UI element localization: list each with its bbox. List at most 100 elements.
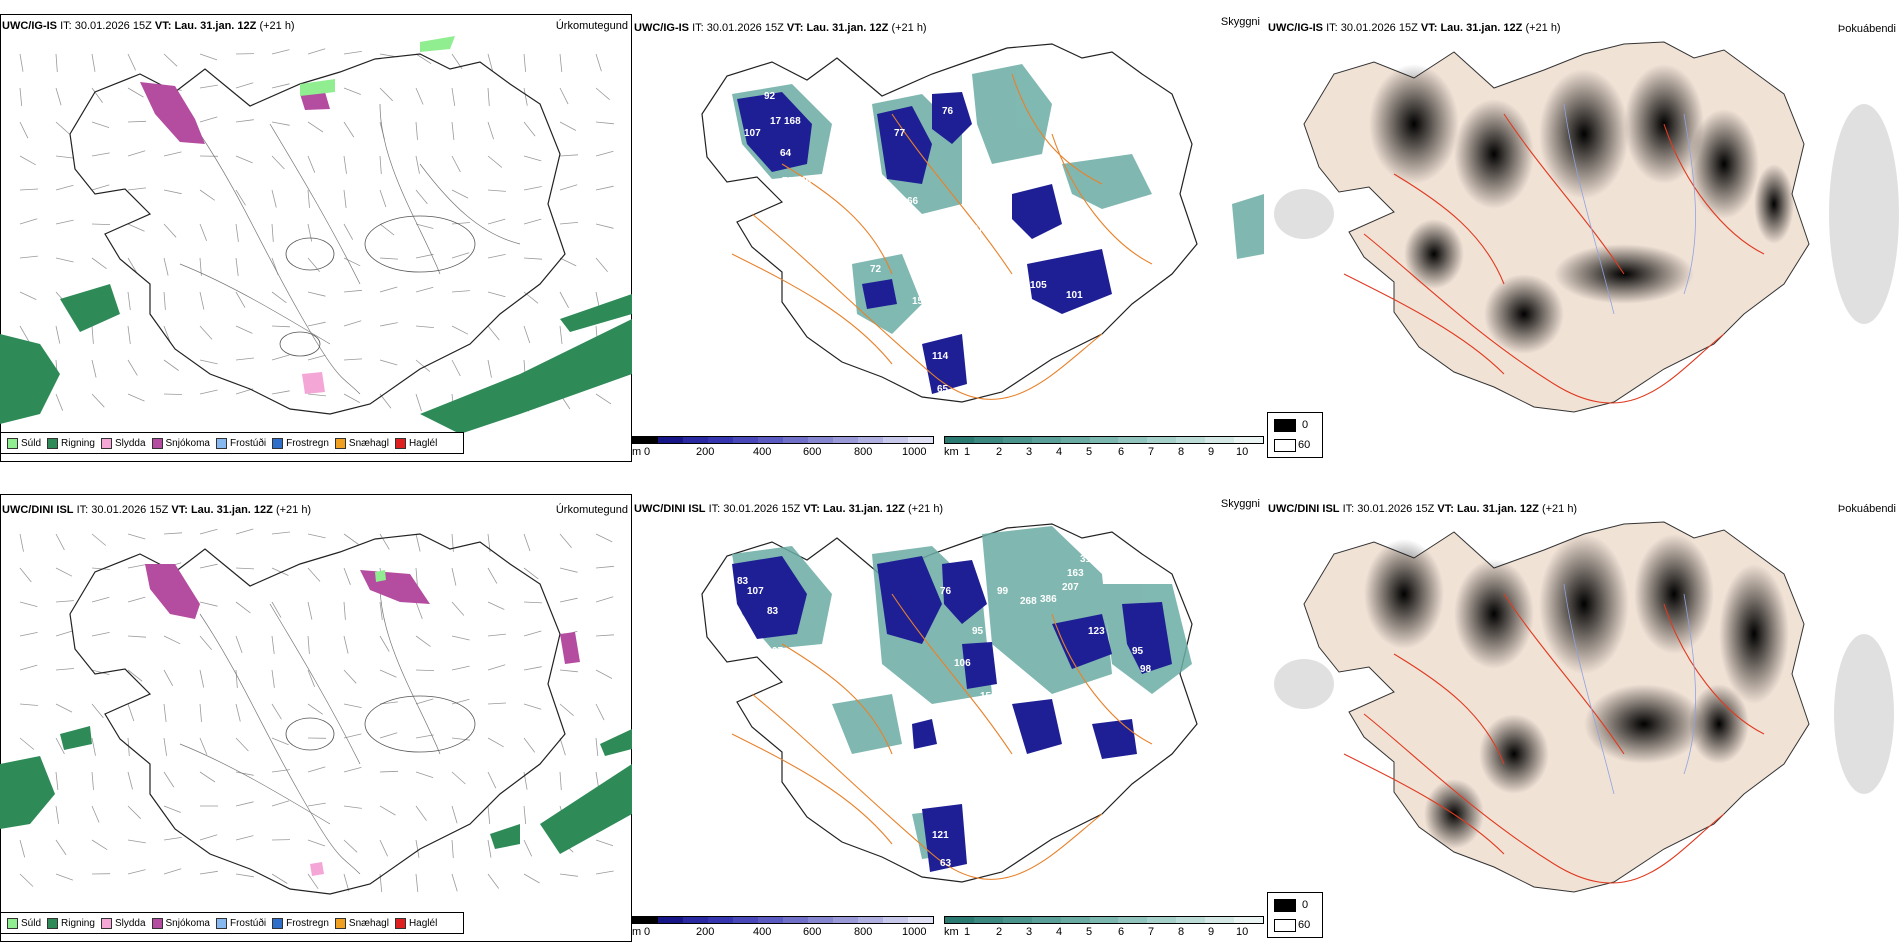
colorbar-tick: 2 bbox=[996, 926, 1003, 938]
fog-key-swatch-0 bbox=[1274, 419, 1296, 432]
colorbar-tick: 0 bbox=[644, 446, 651, 458]
wind-barb bbox=[55, 805, 60, 824]
wind-barb bbox=[343, 155, 347, 174]
colorbar-cell bbox=[1118, 437, 1148, 443]
colorbar-cell bbox=[883, 917, 908, 923]
fog-key-top: 0 60 bbox=[1267, 412, 1323, 458]
wind-barb bbox=[451, 252, 470, 259]
wind-barb bbox=[379, 286, 398, 293]
fog-panel-bottom: Þokuábendi bbox=[1264, 494, 1900, 942]
wind-barb bbox=[163, 325, 171, 343]
wind-barb bbox=[163, 393, 183, 395]
wind-barb bbox=[343, 320, 362, 327]
colorbar-tick: 600 bbox=[803, 926, 822, 938]
wind-barb bbox=[235, 737, 249, 752]
cloud-label: 121 bbox=[932, 830, 949, 841]
colorbar-cell bbox=[658, 917, 683, 923]
wind-barb bbox=[19, 839, 26, 858]
colorbar-tick: 200 bbox=[696, 446, 715, 458]
wind-barb bbox=[523, 601, 543, 604]
legend-swatch bbox=[151, 437, 163, 449]
wind-barb bbox=[199, 116, 218, 123]
wind-barb bbox=[19, 873, 34, 887]
wind-barb bbox=[19, 632, 38, 637]
lead-time: (+21 h) bbox=[1525, 22, 1561, 34]
panel-header: UWC/DINI ISL IT: 30.01.2026 15Z VT: Lau.… bbox=[634, 503, 943, 515]
cloud-label: 99 bbox=[997, 586, 1009, 597]
it-label: IT: bbox=[692, 22, 704, 34]
wind-barb bbox=[523, 805, 527, 824]
wind-barb bbox=[199, 669, 205, 688]
wind-barb bbox=[379, 359, 398, 366]
wind-barb bbox=[487, 218, 506, 225]
wind-barb bbox=[55, 630, 74, 637]
panel-header: UWC/DINI ISL IT: 30.01.2026 15Z VT: Lau.… bbox=[1268, 503, 1577, 515]
wind-barb bbox=[415, 873, 419, 892]
wind-barb bbox=[55, 257, 74, 263]
legend-swatch bbox=[272, 917, 284, 929]
it-value: 30.01.2026 15Z bbox=[723, 503, 801, 515]
wind-barb bbox=[235, 835, 254, 841]
panel-header: UWC/DINI ISL IT: 30.01.2026 15Z VT: Lau.… bbox=[2, 504, 311, 516]
fog-offshore-grey bbox=[1274, 634, 1894, 794]
wind-barb bbox=[163, 635, 181, 645]
colorbar-cell bbox=[973, 437, 1003, 443]
wind-barb bbox=[487, 254, 506, 259]
wind-barb bbox=[559, 567, 578, 573]
legend-swatch bbox=[394, 917, 406, 929]
legend-item-snjokoma: Snjókoma bbox=[151, 917, 210, 929]
rivers bbox=[1563, 583, 1696, 795]
it-label: IT: bbox=[1342, 503, 1355, 515]
precip-type-panel-top: UWC/IG-IS IT: 30.01.2026 15Z VT: Lau. 31… bbox=[0, 14, 632, 462]
wind-barb bbox=[487, 771, 497, 789]
wind-barb bbox=[163, 53, 178, 67]
cloud-label: 83 bbox=[767, 606, 779, 617]
wind-barb bbox=[595, 565, 614, 569]
wind-barb bbox=[451, 665, 470, 671]
wind-barb bbox=[523, 218, 542, 225]
wind-barb bbox=[199, 737, 208, 755]
colorbar-cell bbox=[1002, 437, 1032, 443]
roads bbox=[731, 593, 1153, 880]
wind-barb bbox=[415, 771, 434, 778]
wind-barb bbox=[91, 839, 108, 851]
wind-barb bbox=[163, 805, 181, 813]
cloud-label: 167 bbox=[1064, 762, 1081, 773]
wind-barb bbox=[307, 189, 310, 208]
wind-barb bbox=[307, 321, 326, 327]
wind-barb bbox=[595, 393, 612, 405]
wind-barb bbox=[19, 291, 37, 300]
wind-barb bbox=[343, 733, 362, 739]
legend-label: Rigning bbox=[61, 437, 95, 449]
wind-barb bbox=[415, 839, 420, 858]
wind-barb bbox=[307, 223, 313, 242]
wind-barb bbox=[415, 189, 428, 205]
wind-barb bbox=[523, 666, 542, 671]
wind-barb bbox=[451, 155, 461, 173]
legend-label: Frostúði bbox=[229, 917, 267, 929]
legend-label: Frostregn bbox=[286, 917, 329, 929]
colorbar-tick: 6 bbox=[1118, 446, 1125, 458]
legend-item-sud: Súld bbox=[7, 437, 41, 449]
wind-barb bbox=[595, 839, 614, 847]
cloud-label: 64 bbox=[780, 148, 792, 159]
legend-item-rigning: Rigning bbox=[47, 437, 95, 449]
wind-barb bbox=[91, 152, 110, 157]
colorbar-cell bbox=[783, 917, 808, 923]
wind-barb bbox=[235, 119, 254, 123]
colorbar-cell bbox=[908, 437, 933, 443]
wind-barb bbox=[343, 358, 363, 361]
it-label: IT: bbox=[1326, 22, 1338, 34]
wind-barb bbox=[19, 533, 24, 552]
wind-barb bbox=[559, 325, 563, 344]
wind-barb bbox=[523, 186, 542, 191]
dark-cloud-areas bbox=[737, 92, 1112, 394]
wind-barb bbox=[55, 703, 73, 713]
wind-barb bbox=[19, 87, 23, 106]
wind-barb bbox=[55, 53, 58, 73]
wind-barb bbox=[487, 805, 491, 824]
fog-key-label-60: 60 bbox=[1298, 919, 1311, 931]
wind-barb bbox=[487, 633, 506, 637]
cloud-label: 83 bbox=[737, 576, 749, 587]
wind-barb bbox=[91, 596, 110, 603]
